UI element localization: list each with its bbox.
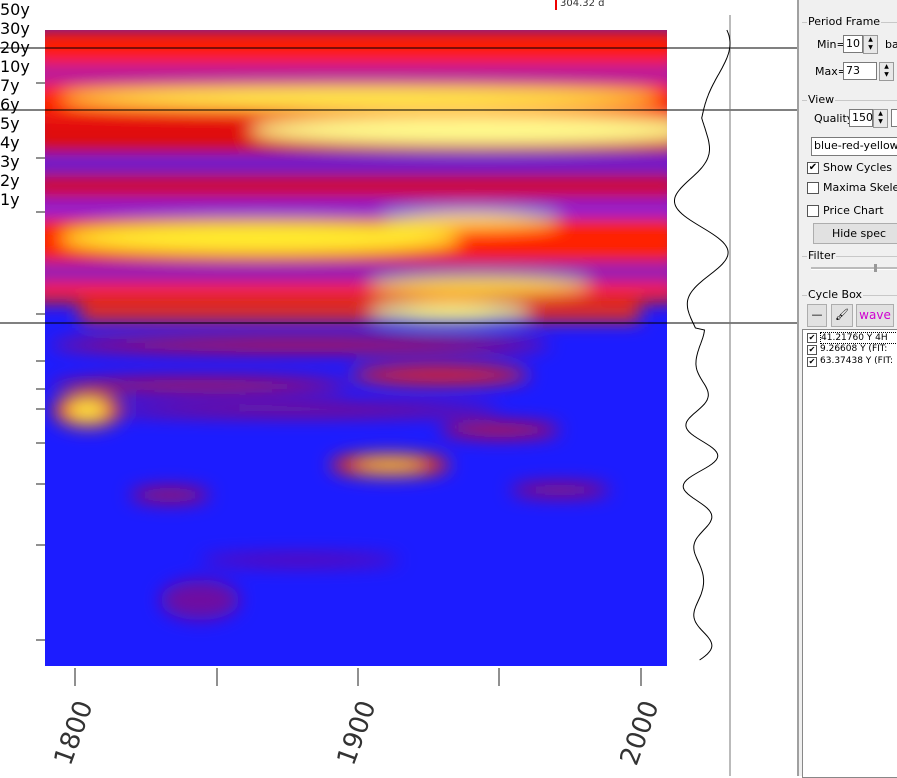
cursor-label: 304.32 d <box>560 0 605 9</box>
filter-slider[interactable] <box>811 267 897 270</box>
period-frame-group: Period Frame <box>802 15 897 93</box>
max-spinner[interactable]: ▲ ▼ <box>879 62 894 81</box>
min-spinner[interactable]: ▲ ▼ <box>863 35 878 54</box>
item-checkbox[interactable]: ✔ <box>807 345 817 355</box>
checkbox[interactable] <box>807 205 819 217</box>
y-labels: 50y 30y 20y 10y 7y 6y 5y 4y 3y 2y 1y <box>0 0 897 209</box>
y-ticks <box>36 82 45 641</box>
spectrogram-view: 304.32 d <box>0 0 797 776</box>
cycle-box-group: Cycle Box <box>802 288 897 301</box>
min-unit: ba <box>885 38 897 51</box>
y-label: 4y <box>0 133 20 152</box>
max-label: Max= <box>815 65 847 78</box>
max-input[interactable]: 73 <box>843 62 877 80</box>
group-title: Cycle Box <box>807 288 864 301</box>
brush-button[interactable]: 🖌 <box>831 304 853 327</box>
cycle-item[interactable]: 41.21760 Y 4H <box>820 332 897 344</box>
y-label: 7y <box>0 76 20 95</box>
spectrum-curve <box>674 29 731 661</box>
heatmap <box>45 30 667 666</box>
quality-input[interactable]: 150 <box>849 109 873 127</box>
group-title: Period Frame <box>807 15 882 28</box>
group-title: Filter <box>807 249 837 262</box>
y-label: 5y <box>0 114 20 133</box>
slider-thumb[interactable] <box>874 264 877 272</box>
filter-group: Filter <box>802 249 897 262</box>
quality-label: Quality <box>814 112 854 125</box>
checkbox[interactable] <box>807 182 819 194</box>
y-label: 1y <box>0 190 20 209</box>
hide-spec-button[interactable]: Hide spec <box>813 223 897 244</box>
cycle-item[interactable]: 9.26608 Y (FIT: <box>820 344 888 354</box>
item-checkbox[interactable]: ✔ <box>807 357 817 367</box>
y-label: 50y <box>0 0 30 19</box>
view-group: View <box>802 93 897 106</box>
palette-dropdown[interactable]: blue-red-yellow <box>811 137 897 156</box>
checkbox-label: Price Chart <box>823 204 884 217</box>
min-label: Min= <box>817 38 846 51</box>
quality-extra[interactable] <box>891 109 897 127</box>
item-checkbox[interactable]: ✔ <box>807 333 817 343</box>
cycle-item[interactable]: 63.37438 Y (FIT: <box>820 356 894 366</box>
cycle-list <box>802 329 897 778</box>
checkbox-label: Maxima Skeletor <box>823 181 897 194</box>
y-label: 3y <box>0 152 20 171</box>
checkbox-label: Show Cycles <box>823 161 892 174</box>
min-input[interactable]: 10 <box>843 35 863 53</box>
y-label: 6y <box>0 95 20 114</box>
y-label: 30y <box>0 19 30 38</box>
checkbox[interactable]: ✔ <box>807 162 819 174</box>
wave-button[interactable]: wave <box>856 304 894 327</box>
y-label: 2y <box>0 171 20 190</box>
side-panel: Period Frame Min= 10 ▲ ▼ ba Max= 73 ▲ ▼ Vi… <box>797 0 897 778</box>
group-title: View <box>807 93 836 106</box>
remove-button[interactable]: — <box>807 304 827 327</box>
quality-spinner[interactable]: ▲ ▼ <box>873 109 888 128</box>
x-ticks <box>74 668 642 686</box>
y-label: 10y <box>0 57 30 76</box>
